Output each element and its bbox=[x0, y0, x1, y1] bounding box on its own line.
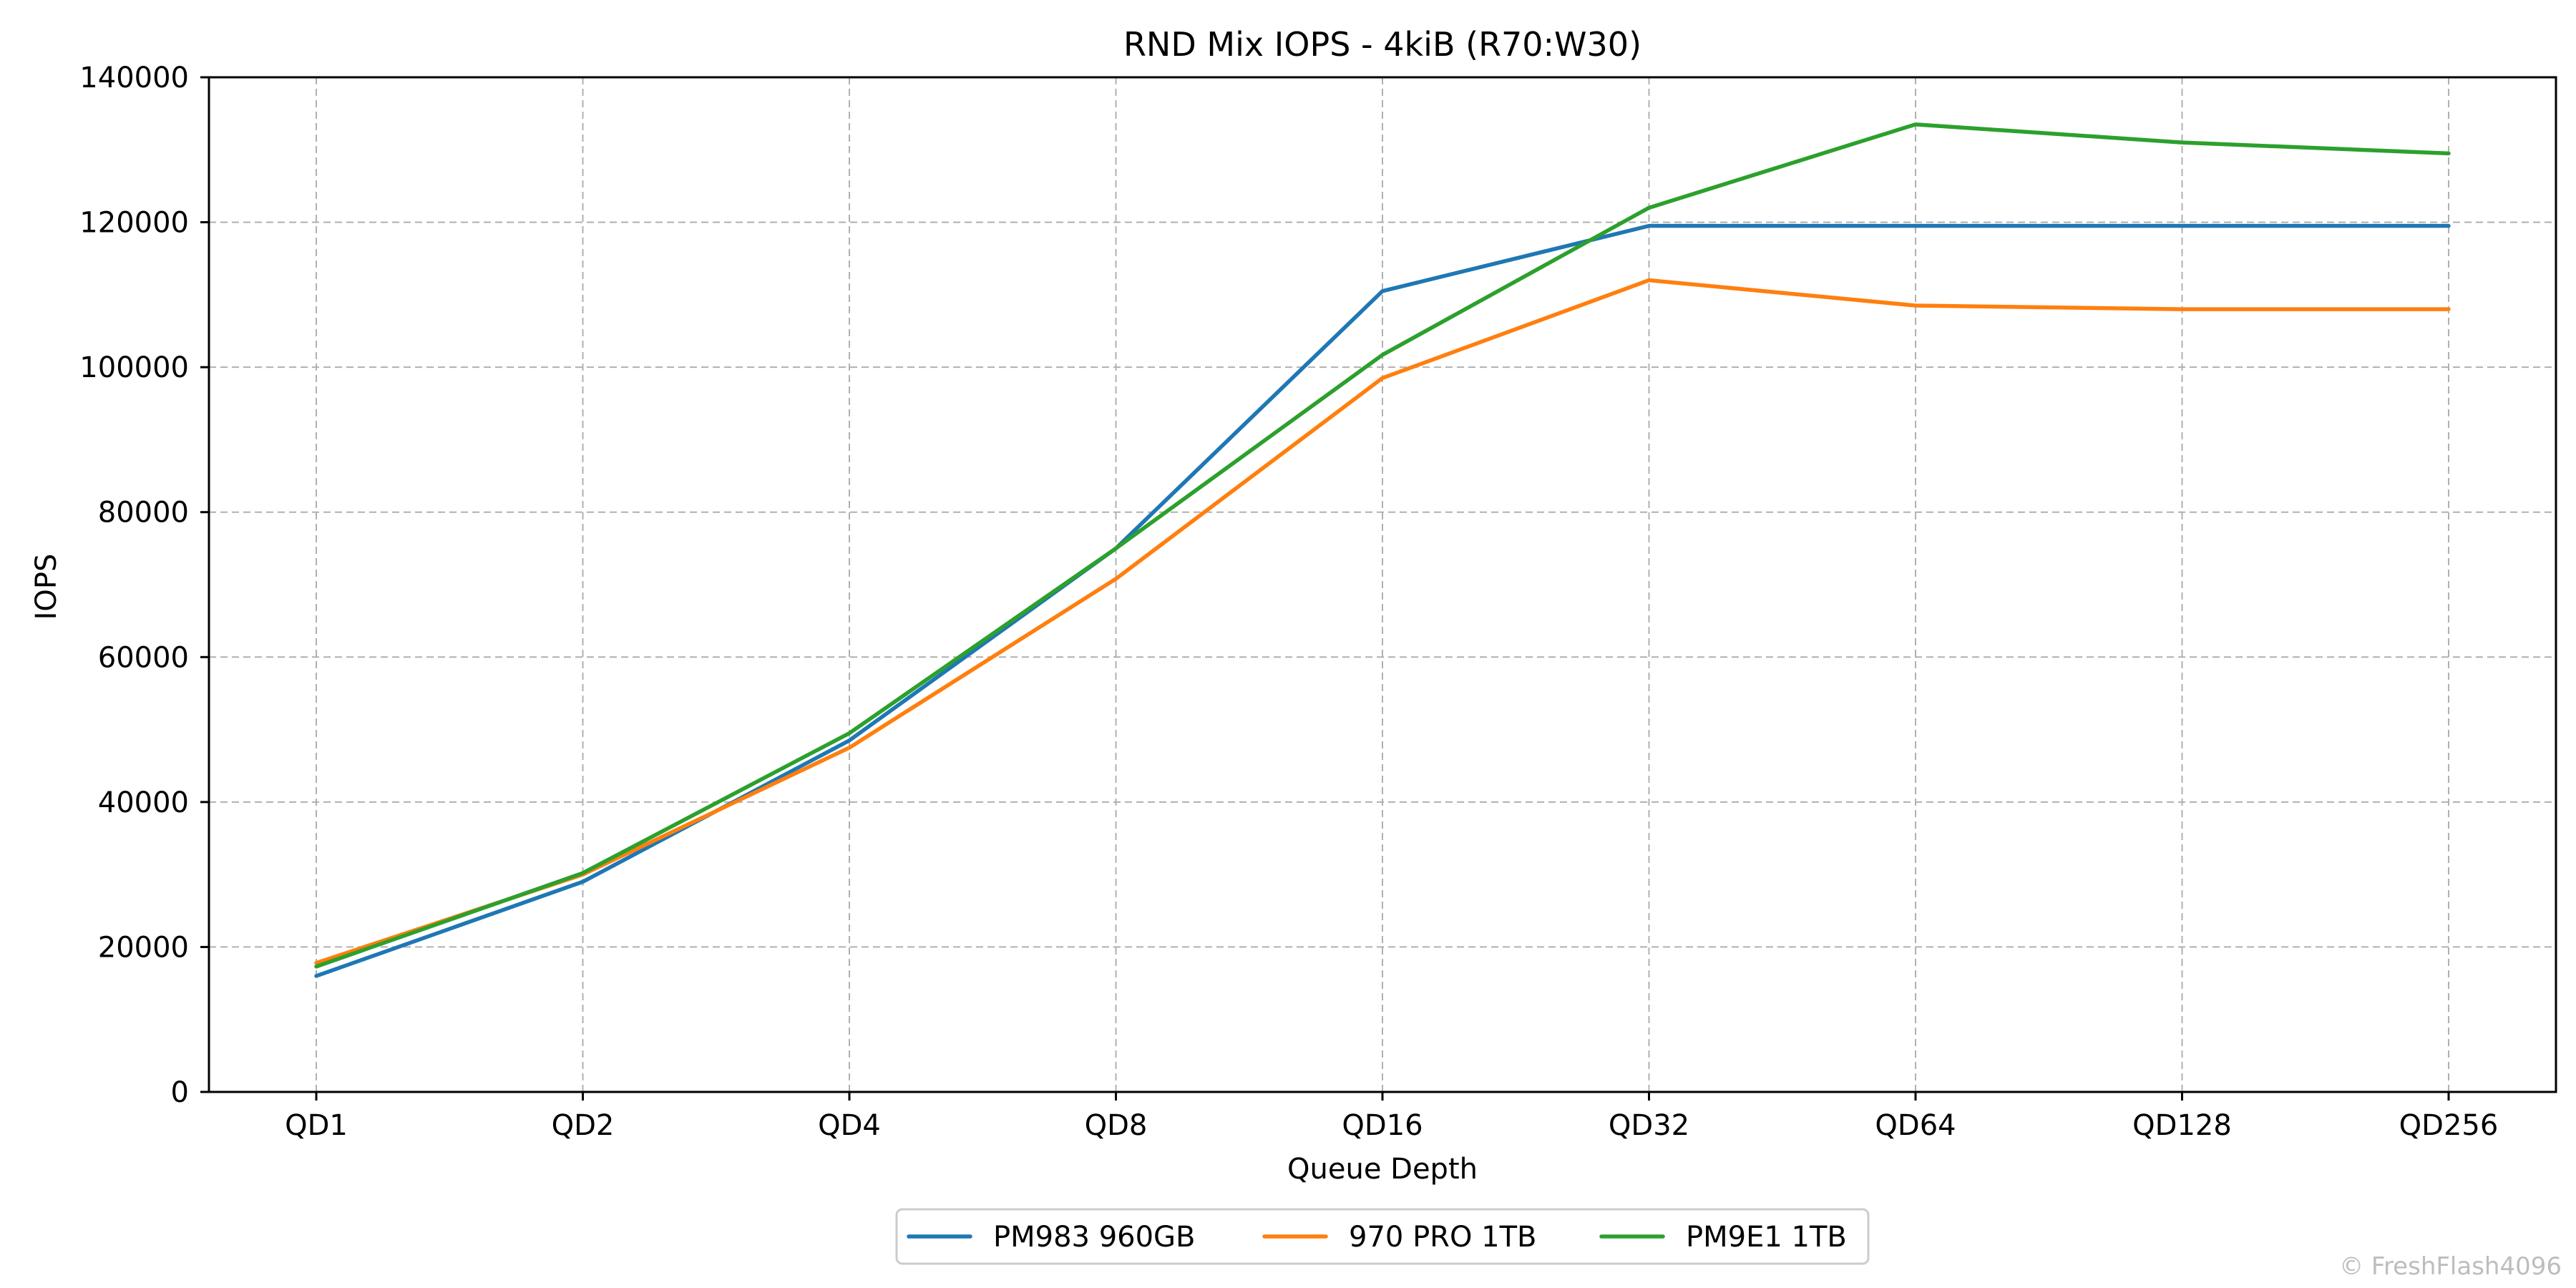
x-tick-label: QD8 bbox=[1085, 1109, 1148, 1142]
legend-label-1: PM983 960GB bbox=[993, 1221, 1195, 1254]
y-axis-label: IOPS bbox=[30, 554, 63, 620]
legend-label-3: PM9E1 1TB bbox=[1686, 1221, 1847, 1254]
series-layer bbox=[314, 122, 2451, 978]
y-tick-label: 60000 bbox=[98, 641, 189, 674]
x-tick-label: QD4 bbox=[818, 1109, 881, 1142]
x-tick-label: QD64 bbox=[1875, 1109, 1956, 1142]
y-tick-label: 140000 bbox=[79, 62, 189, 94]
y-tick-label: 120000 bbox=[79, 207, 189, 240]
x-tick-label: QD1 bbox=[285, 1109, 348, 1142]
legend-label-2: 970 PRO 1TB bbox=[1349, 1221, 1537, 1254]
chart-title: RND Mix IOPS - 4kiB (R70:W30) bbox=[1123, 25, 1641, 64]
credit-text: © FreshFlash4096 bbox=[2339, 1252, 2562, 1281]
x-tick-label: QD32 bbox=[1609, 1109, 1689, 1142]
x-tick-label: QD256 bbox=[2399, 1109, 2499, 1142]
y-tick-label: 40000 bbox=[98, 786, 189, 819]
x-tick-label: QD128 bbox=[2132, 1109, 2232, 1142]
y-tick-label: 0 bbox=[171, 1076, 189, 1109]
y-tick-label: 100000 bbox=[79, 351, 189, 384]
legend-box bbox=[895, 1208, 1870, 1265]
legend: PM983 960GB 970 PRO 1TB PM9E1 1TB bbox=[895, 1208, 1870, 1265]
tick-layer bbox=[200, 76, 2450, 1101]
x-tick-label: QD2 bbox=[552, 1109, 615, 1142]
y-tick-label: 80000 bbox=[98, 497, 189, 530]
y-tick-label: 20000 bbox=[98, 931, 189, 964]
label-layer: QD1 QD2 QD4 QD8 QD16 QD32 QD64 QD128 QD256 0 20000… bbox=[79, 62, 2498, 1142]
x-axis-label: Queue Depth bbox=[1287, 1153, 1478, 1186]
x-tick-label: QD16 bbox=[1342, 1109, 1423, 1142]
